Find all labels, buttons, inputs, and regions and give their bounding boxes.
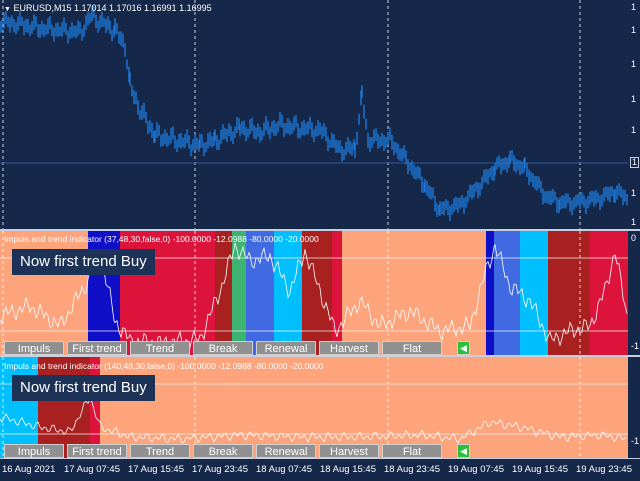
price-label: 1 xyxy=(631,217,637,227)
state-zone-trend xyxy=(215,231,232,355)
indicator-pane-2[interactable]: Impuls and trend indicator (140,48,30,fa… xyxy=(0,357,628,458)
price-label: 1 xyxy=(631,25,637,35)
renewal-button[interactable]: Renewal xyxy=(256,444,316,458)
time-axis[interactable]: 16 Aug 2021 17 Aug 07:45 17 Aug 15:45 17… xyxy=(0,458,640,481)
state-zone-first-trend xyxy=(590,231,628,355)
chart-title: EURUSD,M15 1.17014 1.17016 1.16991 1.169… xyxy=(13,3,212,13)
state-zone-trend xyxy=(38,357,90,458)
speaker-icon[interactable]: ◀ xyxy=(457,341,470,355)
price-axis[interactable]: 1 1 1 1 1 1 1 1 xyxy=(628,0,640,229)
time-label: 18 Aug 15:45 xyxy=(320,464,376,475)
oscillator-line xyxy=(0,242,628,351)
state-zone-harvest xyxy=(520,231,548,355)
price-label: 1 xyxy=(631,59,637,69)
indicator-max-label: 0 xyxy=(631,233,637,243)
dropdown-triangle-icon[interactable]: ▼ xyxy=(4,6,11,13)
impuls-button[interactable]: Impuls xyxy=(4,444,64,458)
flat-button[interactable]: Flat xyxy=(382,341,442,355)
state-zone-first-trend xyxy=(90,357,100,458)
state-zone-renewal xyxy=(246,231,274,355)
indicator-header: Impuls and trend indicator (140,48,30,fa… xyxy=(4,361,324,371)
state-zone-break xyxy=(232,231,246,355)
chart-symbol-header: ▼ EURUSD,M15 1.17014 1.17016 1.16991 1.1… xyxy=(4,3,212,15)
pane-divider[interactable] xyxy=(0,355,640,357)
pane-divider[interactable] xyxy=(0,229,640,231)
harvest-button[interactable]: Harvest xyxy=(319,444,379,458)
time-label: 19 Aug 07:45 xyxy=(448,464,504,475)
state-zone-first-trend xyxy=(332,231,342,355)
time-label: 17 Aug 23:45 xyxy=(192,464,248,475)
break-button[interactable]: Break xyxy=(193,444,253,458)
first-trend-button[interactable]: First trend xyxy=(67,341,127,355)
time-label: 17 Aug 07:45 xyxy=(64,464,120,475)
state-zone-impuls xyxy=(486,231,494,355)
first-trend-button[interactable]: First trend xyxy=(67,444,127,458)
state-zone-trend xyxy=(302,231,332,355)
time-label: 17 Aug 15:45 xyxy=(128,464,184,475)
flat-button[interactable]: Flat xyxy=(382,444,442,458)
impuls-button[interactable]: Impuls xyxy=(4,341,64,355)
current-price-label: 1 xyxy=(629,157,640,168)
state-zone-harvest xyxy=(0,357,38,458)
time-label: 18 Aug 23:45 xyxy=(384,464,440,475)
indicator-header: Impuls and trend indicator (37,48,30,fal… xyxy=(4,234,319,244)
time-label: 19 Aug 23:45 xyxy=(576,464,632,475)
state-button-row: Impuls First trend Trend Break Renewal H… xyxy=(4,444,484,458)
indicator-min-label: -1 xyxy=(631,341,640,351)
oscillator-line xyxy=(0,398,627,444)
time-label: 16 Aug 2021 xyxy=(2,464,56,475)
indicator-min-label: -1 xyxy=(631,436,640,446)
indicator-1-axis[interactable]: 0 -1 xyxy=(628,231,640,355)
signal-banner: Now first trend Buy xyxy=(12,375,155,401)
renewal-button[interactable]: Renewal xyxy=(256,341,316,355)
price-label: 1 xyxy=(631,94,637,104)
price-label: 1 xyxy=(631,188,637,198)
signal-banner: Now first trend Buy xyxy=(12,249,155,275)
time-label: 19 Aug 15:45 xyxy=(512,464,568,475)
state-zone-renewal xyxy=(494,231,520,355)
indicator-pane-1[interactable]: Impuls and trend indicator (37,48,30,fal… xyxy=(0,231,628,355)
price-candles xyxy=(0,5,628,221)
state-zone-harvest xyxy=(274,231,302,355)
indicator-2-axis[interactable]: -1 xyxy=(628,357,640,458)
state-zone-trend xyxy=(548,231,590,355)
break-button[interactable]: Break xyxy=(193,341,253,355)
harvest-button[interactable]: Harvest xyxy=(319,341,379,355)
time-label: 18 Aug 07:45 xyxy=(256,464,312,475)
trend-button[interactable]: Trend xyxy=(130,341,190,355)
price-label: 1 xyxy=(631,125,637,135)
state-button-row: Impuls First trend Trend Break Renewal H… xyxy=(4,341,484,355)
price-chart[interactable]: ▼ EURUSD,M15 1.17014 1.17016 1.16991 1.1… xyxy=(0,0,628,229)
trend-button[interactable]: Trend xyxy=(130,444,190,458)
price-label: 1 xyxy=(631,2,637,12)
speaker-icon[interactable]: ◀ xyxy=(457,444,470,458)
